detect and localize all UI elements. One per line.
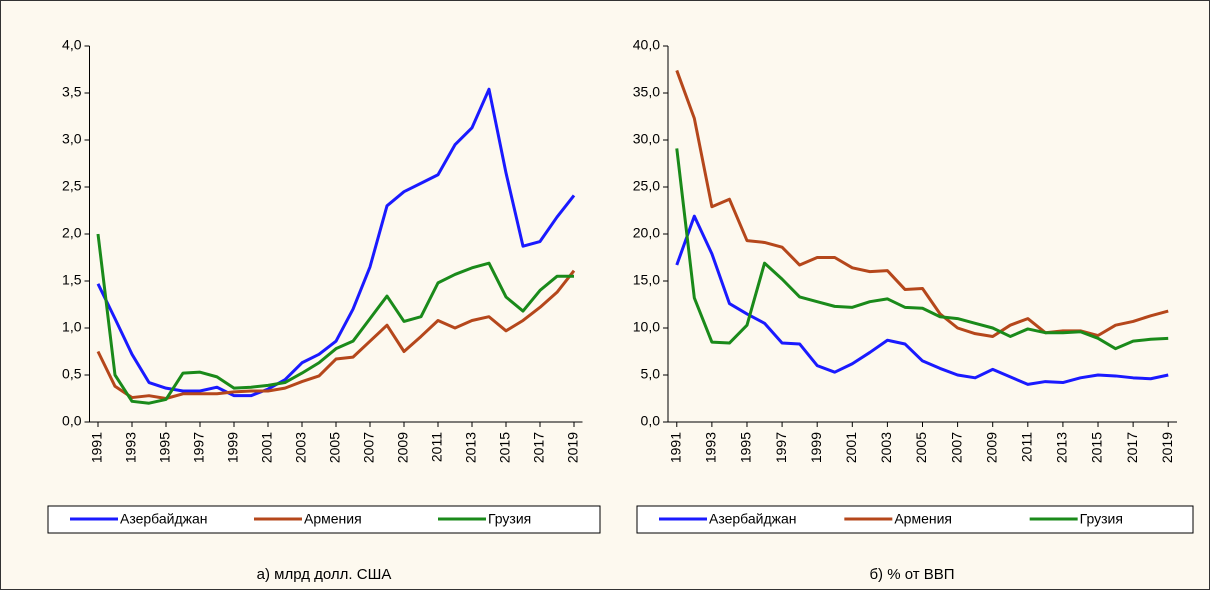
x-tick-label: 2009	[983, 432, 999, 463]
x-tick-label: 2003	[878, 432, 894, 463]
y-tick-label: 40,0	[633, 37, 660, 53]
y-tick-label: 1,5	[62, 272, 82, 288]
x-tick-label: 2001	[843, 432, 859, 463]
x-tick-label: 2015	[497, 432, 513, 463]
series-line	[96, 269, 576, 400]
x-tick-label: 2005	[327, 432, 343, 463]
x-tick-label: 2007	[948, 432, 964, 463]
y-tick-label: 3,0	[62, 131, 82, 147]
x-tick-label: 1995	[157, 432, 173, 463]
x-tick-label: 1991	[89, 432, 105, 463]
x-tick-label: 2011	[1019, 432, 1035, 462]
x-tick-label: 2007	[361, 432, 377, 463]
y-tick-label: 0,0	[641, 413, 661, 429]
x-tick-label: 1999	[808, 432, 824, 463]
y-tick-label: 3,5	[62, 84, 82, 100]
y-tick-label: 5,0	[641, 366, 661, 382]
x-tick-label: 2001	[259, 432, 275, 463]
x-tick-label: 1991	[667, 432, 683, 463]
x-tick-label: 2003	[293, 432, 309, 463]
legend-label: Грузия	[488, 511, 531, 527]
legend-box	[636, 505, 1194, 534]
series-line	[675, 214, 1169, 386]
x-tick-label: 2015	[1089, 432, 1105, 463]
x-tick-label: 1999	[225, 432, 241, 463]
y-tick-label: 2,0	[62, 225, 82, 241]
legend-box	[47, 505, 601, 534]
x-tick-label: 2005	[913, 432, 929, 463]
series-line	[96, 87, 576, 398]
x-tick-label: 2019	[1159, 432, 1175, 463]
legend-label: Армения	[894, 511, 952, 527]
x-tick-label: 2011	[429, 432, 445, 462]
y-tick-label: 15,0	[633, 272, 660, 288]
y-tick-label: 1,0	[62, 319, 82, 335]
x-tick-label: 2017	[1124, 432, 1140, 463]
y-tick-label: 30,0	[633, 131, 660, 147]
y-tick-label: 35,0	[633, 84, 660, 100]
legend-label: Азербайджан	[120, 511, 208, 527]
y-tick-label: 0,0	[62, 413, 82, 429]
y-tick-label: 25,0	[633, 178, 660, 194]
chart-caption: б) % от ВВП	[869, 566, 954, 583]
series-line	[96, 233, 574, 405]
y-tick-label: 2,5	[62, 178, 82, 194]
x-tick-label: 2013	[463, 432, 479, 463]
y-tick-label: 20,0	[633, 225, 660, 241]
x-tick-label: 1997	[191, 432, 207, 463]
chart-caption: а) млрд долл. США	[257, 566, 392, 583]
x-tick-label: 2009	[395, 432, 411, 463]
x-tick-label: 2019	[565, 432, 581, 463]
legend-label: Армения	[304, 511, 362, 527]
y-tick-label: 10,0	[633, 319, 660, 335]
x-tick-label: 2017	[531, 432, 547, 463]
y-tick-label: 0,5	[62, 366, 82, 382]
x-tick-label: 1997	[773, 432, 789, 463]
y-tick-label: 4,0	[62, 37, 82, 53]
x-tick-label: 1993	[703, 432, 719, 463]
legend-label: Азербайджан	[709, 511, 797, 527]
x-tick-label: 1995	[738, 432, 754, 463]
x-tick-label: 2013	[1054, 432, 1070, 463]
series-line	[675, 148, 1169, 351]
legend-label: Грузия	[1080, 511, 1123, 527]
x-tick-label: 1993	[123, 432, 139, 463]
